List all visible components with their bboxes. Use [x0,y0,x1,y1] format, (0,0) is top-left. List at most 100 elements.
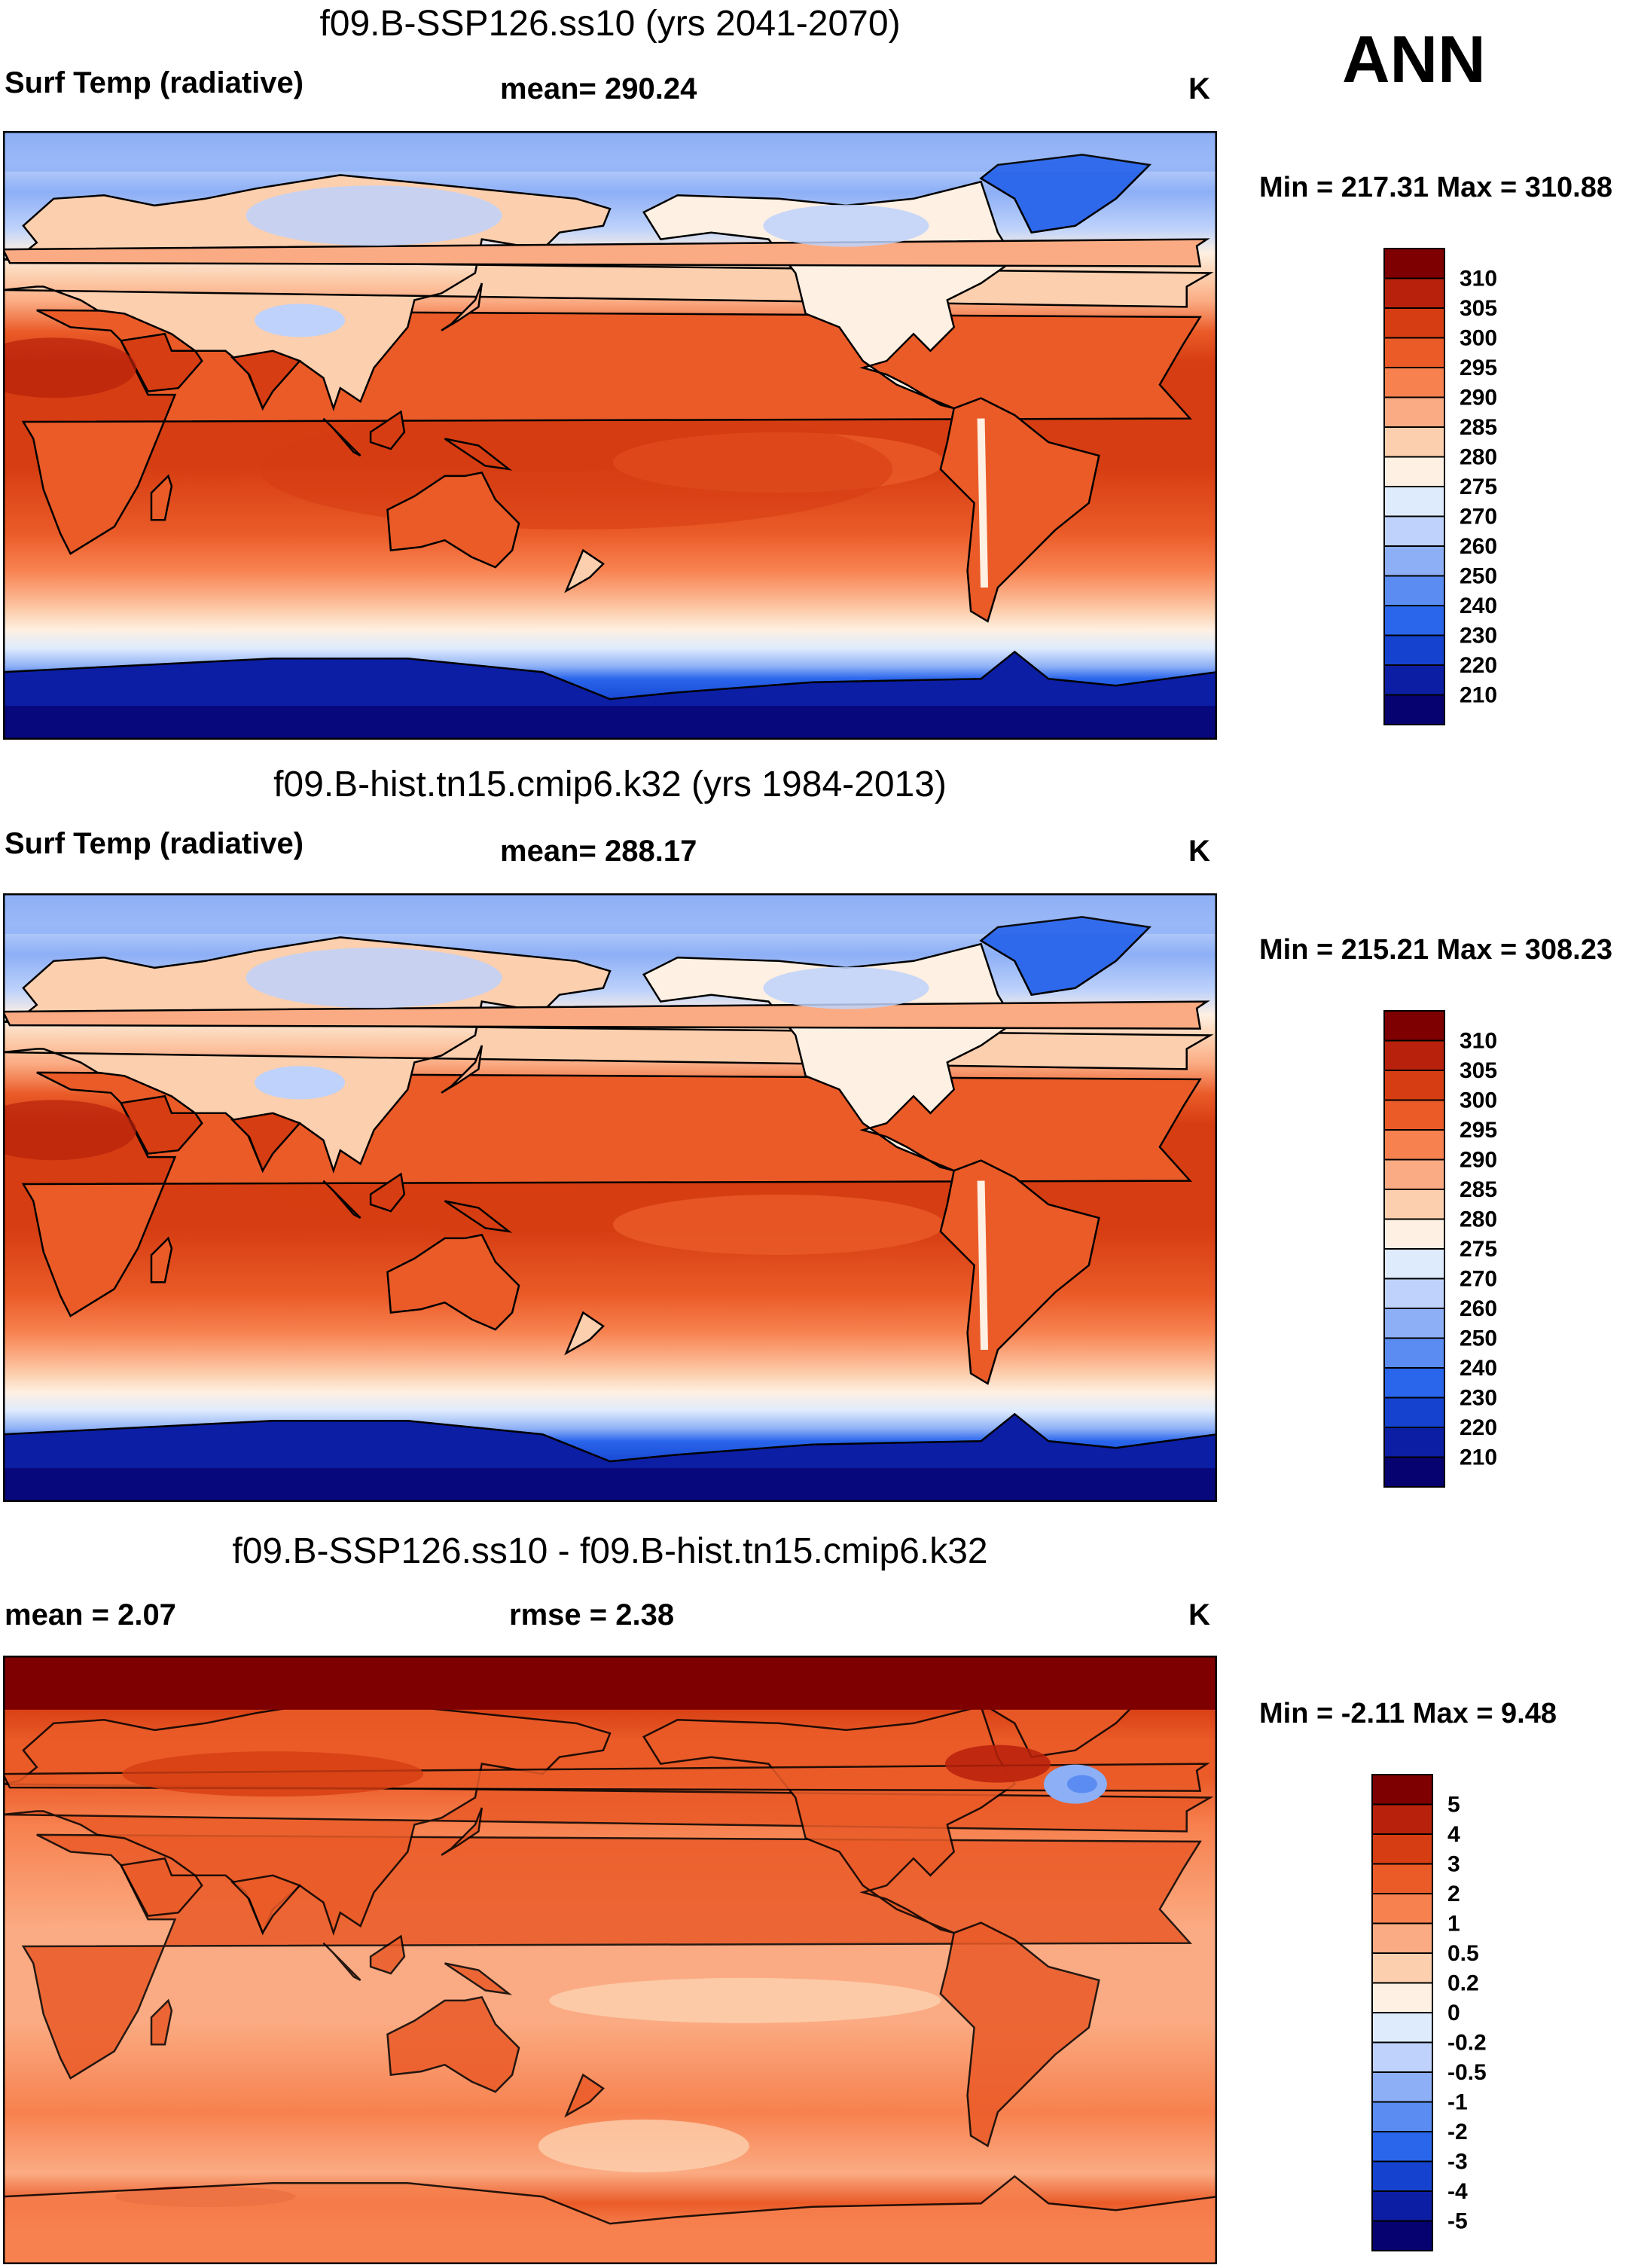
panel-3-arctic-amplification [3,1656,1217,1710]
panel-3-land-nz [564,2073,605,2118]
panel-1-colorbar-box [1383,367,1445,398]
panel-2-colorbar-box [1383,1070,1445,1101]
panel-2-map [3,893,1217,1502]
panel-2-land-madagascar [150,1236,173,1284]
panel-3-colorbar-box [1371,2071,1433,2103]
panel-1-colorbar-box [1383,248,1445,279]
panel-2-minmax: Min = 215.21 Max = 308.23 [1259,934,1612,966]
panel-3-eurasia-warm [122,1751,424,1797]
panel-2-land-australia [386,1233,520,1331]
panel-1-colorbar-tick-label: 220 [1460,653,1497,678]
panel-3-rmse-label: rmse = 2.38 [509,1598,675,1632]
panel-2-colorbar-box [1383,1367,1445,1399]
panel-1-colorbar-box [1383,605,1445,636]
panel-1-land-australia [386,471,520,569]
panel-3-land-sumatra [322,1942,361,1982]
panel-2-sahara [3,1100,137,1161]
panel-1-colorbar-tick-label: 300 [1460,326,1497,351]
panel-1-land-png [444,438,513,471]
panel-3-colorbar-box [1371,2131,1433,2163]
panel-2-colorbar-box [1383,1456,1445,1488]
panel-2-colorbar-box [1383,1427,1445,1458]
panel-3-colorbar-tick-label: -5 [1447,2209,1468,2234]
panel-3-colorbar-box [1371,2160,1433,2192]
panel-1-colorbar-tick-label: 250 [1460,564,1497,589]
panel-2-colorbar-tick-label: 210 [1460,1445,1497,1470]
panel-1-mean-label: mean= 290.24 [500,72,697,105]
panel-1-colorbar-box [1383,486,1445,517]
panel-2-colorbar-tick-label: 230 [1460,1386,1497,1411]
panel-3-colorbar-box [1371,2041,1433,2073]
panel-3-colorbar-tick-label: -4 [1447,2179,1468,2204]
panel-2-tibet [255,1066,346,1100]
panel-3-land-japan [441,1807,483,1856]
panel-3-hudson-warm [944,1744,1051,1783]
panel-1-colorbar-box [1383,277,1445,309]
panel-2-title: f09.B-hist.tn15.cmip6.k32 (yrs 1984-2013… [273,765,947,804]
panel-1-andes [977,418,989,588]
panel-1-land-madagascar [150,474,173,521]
panel-2-colorbar-box [1383,1308,1445,1339]
panel-1-variable-label: Surf Temp (radiative) [5,66,304,99]
panel-1-colorbar-box [1383,664,1445,696]
panel-3-colorbar-tick-label: -0.2 [1447,2031,1487,2056]
panel-3-colorbar-tick-label: -0.5 [1447,2060,1487,2085]
panel-3-colorbar-box [1371,1952,1433,1984]
panel-2-colorbar-tick-label: 240 [1460,1356,1497,1381]
panel-1-land-arabia [119,332,203,392]
panel-1-colorbar-box [1383,456,1445,487]
panel-2-land-sumatra [322,1180,361,1219]
panel-2-land-na [642,942,1016,1172]
panel-3-colorbar-box [1371,2220,1433,2251]
panel-2-colorbar-box [1383,1039,1445,1071]
panel-2-colorbar-tick-label: 290 [1460,1148,1497,1173]
panel-2-colorbar-tick-label: 280 [1460,1207,1497,1232]
panel-1-land-japan [441,282,483,331]
panel-3-colorbar-tick-label: 5 [1447,1793,1460,1818]
panel-1-colorbar-box [1383,337,1445,368]
panel-3-colorbar-tick-label: 0 [1447,2001,1460,2025]
panel-3-colorbar-box [1371,1774,1433,1806]
panel-1-colorbar-tick-label: 280 [1460,445,1497,470]
panel-1-colorbar-tick-label: 290 [1460,386,1497,411]
panel-3-mean-label: mean = 2.07 [5,1598,176,1632]
panel-2-colorbar-tick-label: 295 [1460,1118,1497,1143]
panel-3-colorbar-box [1371,2101,1433,2132]
panel-3-land-arabia [119,1857,203,1917]
panel-2-colorbar-box [1383,1158,1445,1190]
panel-1-colorbar-box [1383,634,1445,666]
panel-2-land-japan [441,1045,483,1094]
panel-1-colorbar-tick-label: 260 [1460,534,1497,559]
panel-1-colorbar-tick-label: 275 [1460,475,1497,499]
panel-3-title: f09.B-SSP126.ss10 - f09.B-hist.tn15.cmip… [232,1531,988,1571]
panel-1-greenland-ice [979,154,1152,234]
panel-2-land-india_pen [230,1112,302,1173]
panel-3-colorbar-tick-label: -1 [1447,2090,1468,2115]
panel-3-colorbar-tick-label: 0.5 [1447,1941,1479,1966]
panel-1-land-uk [3,238,1210,267]
panel-2-colorbar-tick-label: 250 [1460,1326,1497,1351]
panel-3-colorbar-box [1371,1922,1433,1954]
panel-2-colorbar-tick-label: 220 [1460,1415,1497,1440]
panel-3-colorbar-tick-label: 2 [1447,1882,1460,1906]
panel-1-map-frame [3,131,1217,740]
panel-2-land-png [444,1200,513,1233]
panel-1-tibet [255,304,346,337]
panel-3-land-australia [386,1995,520,2093]
panel-1-colorbar-tick-label: 305 [1460,296,1497,321]
panel-2-colorbar: 310 305 300 295 290 285 280 275 270 260 250 240 230 2… [1383,1010,1497,1488]
panel-2-colorbar-box [1383,1010,1445,1042]
panel-1-colorbar-box [1383,575,1445,606]
panel-1-antarctic-interior [3,706,1217,740]
panel-2-colorbar-box [1383,1337,1445,1369]
panel-2-colorbar-tick-label: 270 [1460,1267,1497,1292]
panel-1-colorbar-box [1383,426,1445,458]
panel-1-title: f09.B-SSP126.ss10 (yrs 2041-2070) [319,4,901,44]
panel-2-land-nz [564,1311,605,1356]
panel-3-colorbar-tick-label: 1 [1447,1912,1460,1937]
panel-1-land-india_pen [230,350,302,411]
panel-1-land-sumatra [322,417,361,457]
panel-1-canada [763,204,929,247]
panel-1-colorbar-box [1383,307,1445,339]
panel-1-siberia [246,185,502,246]
